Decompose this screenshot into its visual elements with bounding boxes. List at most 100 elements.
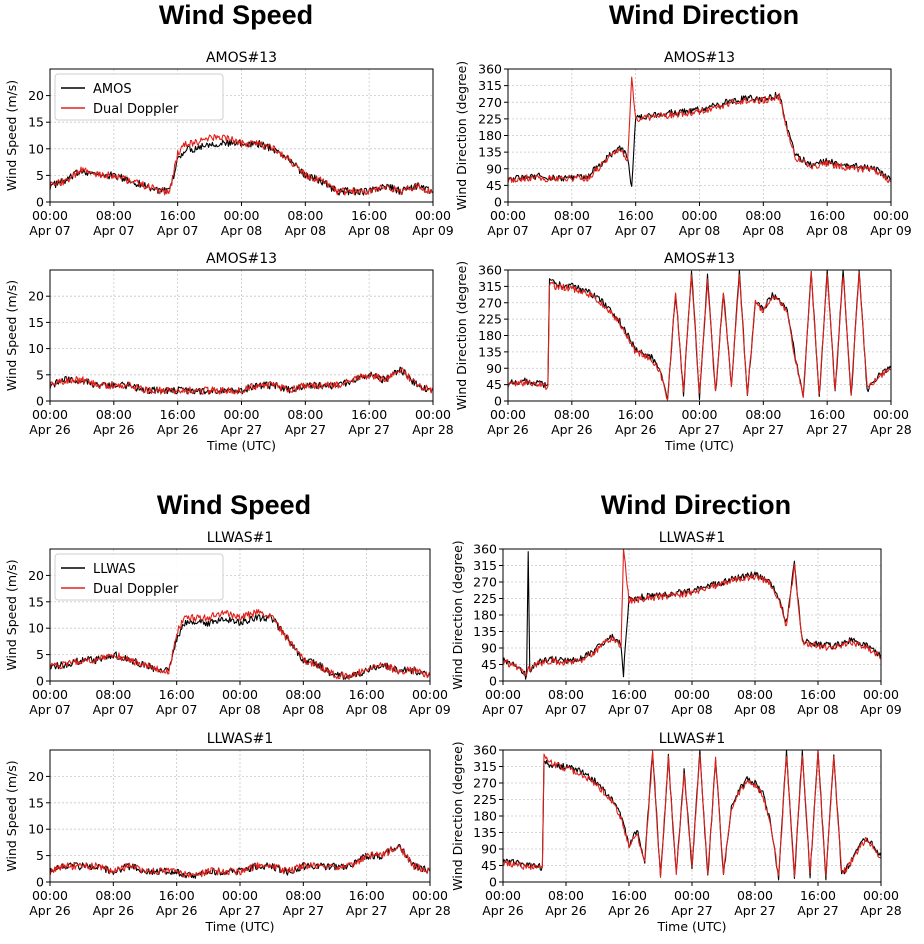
- y-tick-label: 360: [473, 542, 497, 557]
- y-tick-label: 0: [489, 674, 497, 689]
- y-axis-label: Wind Direction (degree): [450, 540, 465, 689]
- x-tick-label-date: Apr 28: [860, 903, 902, 918]
- x-tick-label-date: Apr 08: [797, 702, 839, 717]
- x-tick-label-date: Apr 08: [285, 223, 327, 238]
- y-axis-label: Wind Direction (degree): [454, 261, 469, 410]
- x-tick-label-date: Apr 27: [221, 422, 263, 437]
- y-tick-label: 225: [478, 111, 502, 126]
- legend-label: Dual Doppler: [93, 102, 179, 117]
- x-tick-label-date: Apr 27: [806, 422, 848, 437]
- x-tick-label-date: Apr 08: [283, 702, 325, 717]
- x-tick-label-date: Apr 07: [157, 223, 199, 238]
- x-tick-label-time: 00:00: [873, 407, 909, 422]
- x-tick-label-time: 08:00: [548, 888, 584, 903]
- x-tick-label-date: Apr 28: [870, 422, 912, 437]
- x-tick-label-date: Apr 27: [348, 422, 390, 437]
- legend-box: [54, 73, 224, 121]
- y-tick-label: 10: [28, 621, 44, 636]
- x-tick-label-time: 16:00: [349, 687, 385, 702]
- series-line-dual-doppler: [50, 134, 433, 196]
- y-tick-label: 5: [36, 848, 44, 863]
- x-tick-label-time: 08:00: [95, 888, 131, 903]
- x-tick-label-time: 00:00: [222, 888, 258, 903]
- x-tick-label-date: Apr 28: [412, 422, 454, 437]
- x-tick-label-date: Apr 27: [797, 903, 839, 918]
- chart-title: LLWAS#1: [207, 731, 274, 747]
- series-line-dual-doppler: [503, 750, 881, 878]
- y-tick-label: 360: [478, 263, 502, 278]
- x-tick-label-time: 16:00: [611, 888, 647, 903]
- y-tick-label: 20: [28, 88, 44, 103]
- x-tick-label-date: Apr 26: [156, 903, 198, 918]
- y-tick-label: 135: [478, 344, 502, 359]
- x-tick-label-time: 00:00: [32, 888, 68, 903]
- y-tick-label: 360: [478, 62, 502, 77]
- y-tick-label: 0: [36, 195, 44, 210]
- x-tick-label-time: 00:00: [681, 407, 717, 422]
- y-tick-label: 0: [494, 195, 502, 210]
- legend-label: LLWAS: [93, 562, 136, 577]
- x-tick-label-time: 08:00: [95, 687, 131, 702]
- x-tick-label-time: 08:00: [745, 208, 781, 223]
- y-axis-label: Wind Direction (degree): [450, 741, 465, 890]
- x-tick-label-date: Apr 27: [285, 422, 327, 437]
- y-tick-label: 45: [486, 178, 502, 193]
- x-tick-label-date: Apr 07: [545, 702, 587, 717]
- y-tick-label: 0: [36, 674, 44, 689]
- y-tick-label: 5: [36, 647, 44, 662]
- y-tick-label: 315: [478, 279, 502, 294]
- x-tick-label-date: Apr 26: [29, 903, 71, 918]
- x-tick-label-time: 16:00: [351, 407, 387, 422]
- y-tick-label: 315: [478, 78, 502, 93]
- x-tick-label-date: Apr 26: [608, 903, 650, 918]
- y-tick-label: 20: [28, 568, 44, 583]
- x-tick-label-time: 00:00: [32, 407, 68, 422]
- x-tick-label-date: Apr 09: [860, 702, 902, 717]
- x-tick-label-time: 00:00: [873, 208, 909, 223]
- x-axis-label: Time (UTC): [206, 438, 276, 453]
- x-tick-label-time: 16:00: [618, 407, 654, 422]
- y-tick-label: 15: [28, 115, 44, 130]
- x-tick-label-time: 00:00: [222, 687, 258, 702]
- x-tick-label-date: Apr 08: [221, 223, 263, 238]
- x-tick-label-date: Apr 26: [93, 903, 135, 918]
- y-tick-label: 225: [473, 591, 497, 606]
- y-tick-label: 270: [473, 776, 497, 791]
- y-tick-label: 225: [478, 312, 502, 327]
- x-axis-label: Time (UTC): [664, 438, 734, 453]
- y-tick-label: 270: [473, 575, 497, 590]
- x-tick-label-date: Apr 26: [551, 422, 593, 437]
- y-tick-label: 180: [478, 328, 502, 343]
- y-tick-label: 360: [473, 743, 497, 758]
- x-tick-label-date: Apr 09: [870, 223, 912, 238]
- x-tick-label-time: 16:00: [349, 888, 385, 903]
- series-line-dual-doppler: [50, 845, 430, 878]
- y-axis-label: Wind Direction (degree): [454, 61, 469, 210]
- x-tick-label-time: 16:00: [159, 687, 195, 702]
- x-tick-label-date: Apr 08: [743, 223, 785, 238]
- y-tick-label: 45: [481, 657, 497, 672]
- y-tick-label: 135: [478, 145, 502, 160]
- chart-title: AMOS#13: [664, 251, 735, 267]
- section-title-wind-speed-top: Wind Speed: [158, 0, 314, 30]
- x-tick-label-time: 00:00: [485, 687, 521, 702]
- x-tick-label-date: Apr 27: [679, 422, 721, 437]
- x-tick-label-time: 08:00: [287, 208, 323, 223]
- x-tick-label-date: Apr 08: [806, 223, 848, 238]
- x-tick-label-time: 00:00: [223, 407, 259, 422]
- x-tick-label-date: Apr 07: [482, 702, 524, 717]
- y-axis-label: Wind Speed (m/s): [4, 760, 19, 871]
- x-tick-label-time: 08:00: [745, 407, 781, 422]
- x-tick-label-date: Apr 07: [551, 223, 593, 238]
- x-tick-label-date: Apr 27: [346, 903, 388, 918]
- x-tick-label-date: Apr 08: [671, 702, 713, 717]
- y-tick-label: 20: [28, 769, 44, 784]
- x-tick-label-date: Apr 08: [734, 702, 776, 717]
